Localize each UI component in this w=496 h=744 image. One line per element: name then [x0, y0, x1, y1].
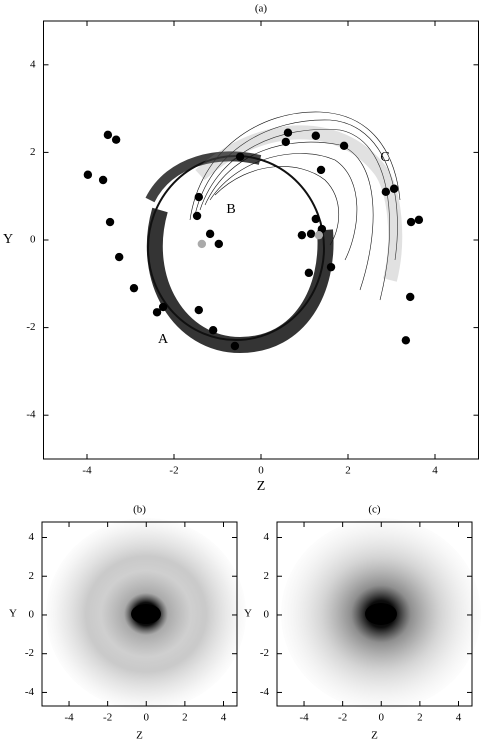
point: [406, 292, 415, 302]
trajectories: [145, 111, 403, 354]
point: [306, 229, 316, 239]
point: [311, 214, 321, 224]
plot-frame: [276, 521, 473, 707]
y-tick-label: 4: [29, 531, 35, 543]
panel-title: (c): [368, 504, 381, 516]
x-tick-label: 4: [456, 712, 462, 724]
panel-title: (b): [133, 504, 146, 516]
annotation: C: [380, 150, 389, 165]
point: [389, 184, 399, 193]
point: [192, 211, 202, 221]
x-tick-label: -2: [103, 712, 112, 724]
y-tick-label: -4: [25, 686, 35, 698]
x-axis-label: Z: [371, 730, 378, 742]
x-tick-label: 0: [379, 712, 385, 724]
x-axis-label: Z: [136, 730, 143, 742]
y-tick-label: -4: [260, 686, 270, 698]
point: [111, 135, 121, 144]
x-axis-label: Z: [257, 479, 266, 494]
point: [214, 239, 224, 249]
point: [98, 175, 108, 185]
annotation: A: [158, 332, 169, 347]
y-tick-label: -2: [25, 647, 34, 659]
point: [208, 326, 218, 335]
x-tick-label: -2: [338, 712, 347, 724]
point: [311, 131, 321, 140]
y-tick-label: -4: [26, 409, 36, 421]
point: [314, 230, 324, 240]
x-tick-label: 0: [144, 712, 150, 724]
y-tick-label: 2: [264, 570, 270, 582]
x-tick-label: 2: [345, 465, 351, 477]
trajectory-band: [146, 207, 334, 354]
point: [105, 217, 115, 227]
y-tick-label: -2: [26, 321, 35, 333]
trajectory-line: [214, 166, 339, 246]
point: [194, 305, 203, 315]
trajectory-band: [145, 151, 262, 203]
point: [235, 152, 245, 161]
point: [283, 128, 293, 137]
x-tick-label: -4: [64, 712, 74, 724]
x-tick-label: -2: [169, 465, 178, 477]
point-cloud-core: [131, 604, 161, 624]
x-tick-label: -4: [82, 465, 92, 477]
y-tick-label: 0: [30, 234, 36, 246]
x-tick-label: 2: [182, 712, 188, 724]
y-tick-label: 4: [30, 58, 36, 70]
point-cloud-core: [365, 603, 397, 625]
point: [158, 302, 168, 312]
point: [281, 137, 290, 147]
y-axis-label: Y: [9, 608, 17, 620]
point: [414, 215, 424, 225]
point: [194, 192, 203, 202]
point: [197, 239, 207, 249]
y-tick-label: 2: [30, 146, 36, 158]
point: [326, 262, 336, 272]
panel-title: (a): [255, 3, 268, 15]
x-tick-label: -4: [299, 712, 309, 724]
point: [406, 217, 416, 227]
y-axis-label: Y: [244, 608, 252, 620]
x-tick-label: 4: [432, 465, 438, 477]
point: [152, 308, 162, 317]
point: [297, 230, 307, 240]
point: [304, 268, 314, 278]
point: [205, 229, 215, 239]
x-tick-label: 2: [417, 712, 423, 724]
point: [114, 252, 124, 262]
y-tick-label: 2: [29, 570, 35, 582]
annotation: B: [226, 202, 235, 217]
trajectory-shade: [195, 125, 403, 282]
plot-frame: [43, 20, 479, 460]
x-tick-label: 0: [258, 465, 264, 477]
trajectory-line: [194, 119, 398, 261]
point: [381, 187, 391, 197]
point: [83, 170, 93, 179]
point: [103, 130, 113, 140]
x-tick-label: 4: [221, 712, 227, 724]
y-tick-label: 0: [29, 608, 35, 620]
plot-frame: [41, 521, 238, 707]
point: [230, 341, 240, 351]
point: [316, 165, 326, 175]
y-tick-label: -2: [260, 647, 269, 659]
y-tick-label: 0: [264, 608, 270, 620]
point: [339, 141, 349, 151]
point: [401, 336, 411, 345]
y-tick-label: 4: [264, 531, 270, 543]
point: [129, 283, 139, 293]
y-axis-label: Y: [3, 232, 13, 247]
